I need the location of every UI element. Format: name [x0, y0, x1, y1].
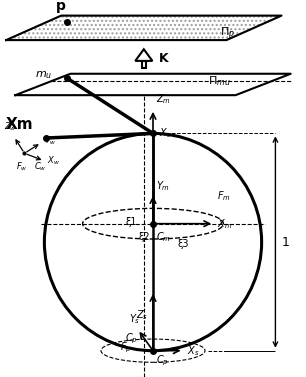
Text: $Y_w$: $Y_w$ [44, 135, 56, 147]
Text: $F_p$: $F_p$ [120, 340, 132, 355]
Text: K: K [159, 52, 169, 65]
Text: 1: 1 [282, 236, 289, 248]
Text: $Y_s$: $Y_s$ [129, 313, 140, 326]
Text: $X_m$: $X_m$ [217, 217, 233, 231]
Polygon shape [142, 61, 146, 67]
Text: $Y_m$: $Y_m$ [156, 179, 170, 193]
Text: ξ1: ξ1 [126, 217, 137, 227]
Text: $C_p$: $C_p$ [125, 332, 138, 346]
Polygon shape [6, 15, 282, 40]
Text: $X_s$: $X_s$ [187, 344, 199, 357]
Text: ξ2: ξ2 [138, 233, 150, 242]
Text: $X_s$: $X_s$ [159, 127, 172, 140]
Text: $C_m$: $C_m$ [156, 230, 171, 244]
Text: p: p [56, 0, 66, 12]
Text: $F_m$: $F_m$ [217, 189, 231, 203]
Text: $C_p$: $C_p$ [156, 354, 169, 368]
Text: $C_w$: $C_w$ [34, 161, 46, 173]
Text: Xm: Xm [6, 117, 34, 132]
Polygon shape [135, 49, 152, 61]
Text: ξ3: ξ3 [178, 239, 189, 248]
Text: $m_u$: $m_u$ [35, 69, 52, 81]
Text: $Z_s$: $Z_s$ [136, 308, 148, 322]
Text: $Z_m$: $Z_m$ [156, 92, 171, 106]
Text: $X_w$: $X_w$ [47, 155, 60, 167]
Text: $F_w$: $F_w$ [16, 161, 27, 173]
Text: $\Pi_p$: $\Pi_p$ [220, 26, 235, 42]
Text: $Z_w$: $Z_w$ [4, 121, 17, 133]
Text: $\Pi_{mu}$: $\Pi_{mu}$ [208, 75, 231, 88]
Polygon shape [15, 74, 291, 95]
